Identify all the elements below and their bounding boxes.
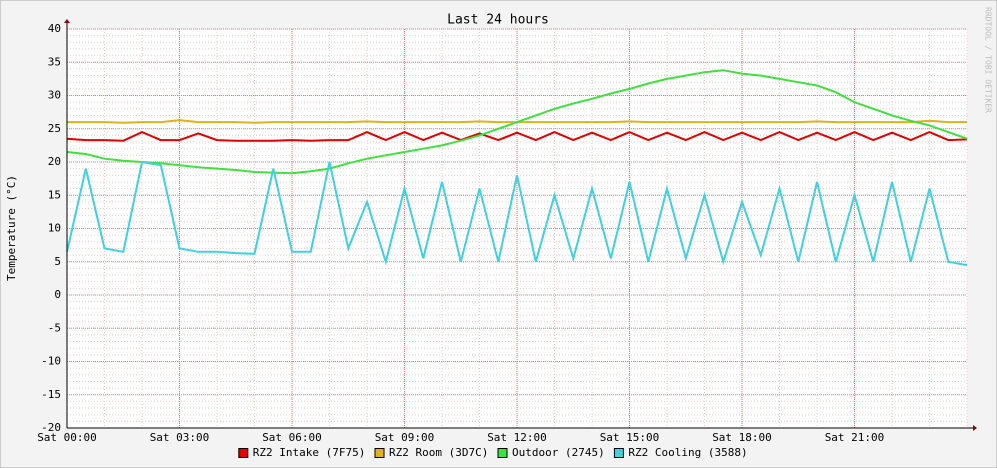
y-arrow: [64, 19, 70, 23]
y-tick-label: -10: [41, 355, 61, 368]
series-line: [66, 160, 968, 267]
legend-label: RZ2 Cooling (3588): [628, 446, 747, 459]
legend-swatch: [497, 448, 508, 458]
y-tick-label: 15: [48, 188, 61, 201]
y-tick-label: 20: [48, 155, 61, 168]
axes: -20 -15 -10 -5 0 5 10 15 20 25 30 35 40 Sat 00:00 Sat …: [37, 19, 977, 459]
grid: [66, 28, 968, 429]
legend-swatch: [238, 448, 249, 458]
legend-swatch: [374, 448, 385, 458]
x-arrow: [973, 425, 977, 431]
x-tick-label: Sat 09:00: [375, 431, 435, 444]
lines: [66, 69, 968, 267]
x-tick-label: Sat 15:00: [600, 431, 660, 444]
x-tick-label: Sat 12:00: [487, 431, 547, 444]
y-tick-label: 30: [48, 89, 61, 102]
y-tick-label: -20: [41, 421, 61, 434]
y-axis-label: Temperature (°C): [5, 175, 18, 281]
y-tick-label: -15: [41, 388, 61, 401]
y-tick-label: 5: [54, 255, 61, 268]
chart-title: Last 24 hours: [447, 13, 549, 28]
legend-label: RZ2 Room (3D7C): [389, 446, 488, 459]
legend-label: Outdoor (2745): [512, 446, 605, 459]
x-tick-label: Sat 18:00: [712, 431, 772, 444]
y-tick-label: 35: [48, 55, 61, 68]
x-tick-label: Sat 03:00: [150, 431, 210, 444]
legend-label: RZ2 Intake (7F75): [253, 446, 366, 459]
x-tick-label: Sat 21:00: [825, 431, 885, 444]
y-tick-label: 10: [48, 222, 61, 235]
series-line: [66, 69, 968, 175]
y-tick-label: -5: [48, 321, 61, 334]
x-tick-label: Sat 00:00: [37, 431, 97, 444]
legend-swatch: [613, 448, 624, 458]
y-tick-label: 40: [48, 22, 61, 35]
x-tick-label: Sat 06:00: [262, 431, 322, 444]
watermark: RRDTOOL / TOBI OETIKER: [984, 7, 993, 113]
series-line: [66, 131, 968, 142]
y-tick-label: 0: [54, 288, 61, 301]
y-tick-label: 25: [48, 122, 61, 135]
